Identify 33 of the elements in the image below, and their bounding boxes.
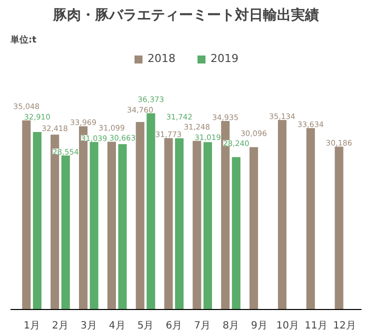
x-tick-label: 1月 (24, 320, 40, 332)
bar (146, 113, 156, 310)
legend-label: 2018 (148, 52, 176, 65)
bar (90, 142, 98, 310)
x-tick-label: 5月 (137, 320, 154, 332)
bar (232, 157, 240, 310)
bar (136, 122, 144, 310)
x-tick-label: 11月 (304, 320, 328, 332)
x-tick-label: 7月 (194, 320, 211, 332)
bar (118, 144, 127, 310)
x-tick-label: 9月 (251, 320, 268, 332)
bar (61, 155, 70, 310)
x-tick-label: 3月 (80, 320, 97, 332)
bar (175, 138, 184, 310)
text: 単位:t (10, 34, 38, 46)
chart-title: 豚肉・豚バラエティーミート対日輸出実績 (52, 6, 319, 24)
x-tick-label: 2月 (52, 320, 68, 332)
x-tick-label: 4月 (108, 320, 126, 332)
bar (250, 147, 258, 310)
bar (22, 120, 31, 310)
bar (107, 142, 116, 310)
bar (278, 120, 286, 310)
bar (192, 140, 202, 310)
bar (306, 128, 315, 310)
x-tick-label: 12月 (333, 320, 356, 332)
bar (32, 132, 42, 310)
x-tick-label: 6月 (166, 320, 182, 332)
x-tick-label: 8月 (222, 320, 239, 332)
legend-label: 2019 (210, 52, 238, 65)
bar (164, 138, 173, 310)
x-tick-label: 10月 (276, 320, 299, 332)
bar (334, 146, 344, 310)
bar (203, 142, 212, 310)
